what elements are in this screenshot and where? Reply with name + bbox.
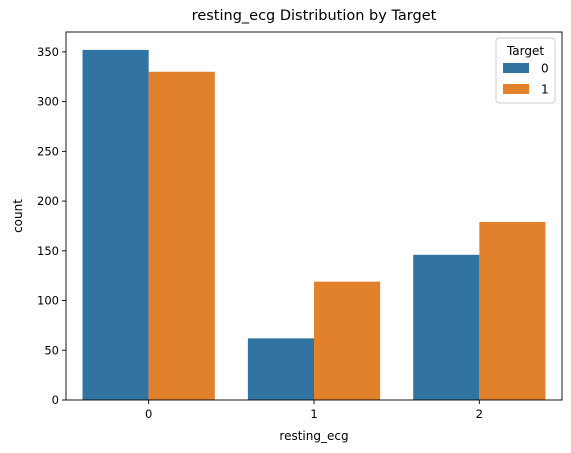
y-tick-label: 150: [37, 244, 59, 258]
bar-target-1-ecg-1: [314, 281, 381, 400]
x-tick-label: 0: [145, 407, 152, 421]
bar-target-0-ecg-1: [247, 338, 314, 400]
legend-swatch-1: [503, 84, 529, 94]
bar-target-1-ecg-0: [148, 71, 215, 400]
bar-target-0-ecg-2: [413, 254, 480, 400]
y-tick-label: 300: [37, 95, 59, 109]
y-axis-label: count: [11, 199, 25, 233]
y-tick-label: 200: [37, 194, 59, 208]
y-axis: 0 50 100 150 200 250 300 350: [37, 45, 66, 407]
y-tick-label: 350: [37, 45, 59, 59]
legend-label-1: 1: [541, 83, 549, 97]
y-tick-label: 250: [37, 144, 59, 158]
y-tick-label: 50: [44, 343, 59, 357]
x-axis-label: resting_ecg: [279, 429, 348, 443]
legend-swatch-0: [503, 63, 529, 73]
x-tick-label: 1: [310, 407, 317, 421]
y-tick-label: 100: [37, 294, 59, 308]
legend-label-0: 0: [541, 62, 549, 76]
x-tick-label: 2: [476, 407, 483, 421]
bar-target-0-ecg-0: [82, 49, 149, 401]
bar-target-1-ecg-2: [479, 221, 546, 400]
legend-title: Target: [506, 44, 544, 58]
bars-group: [82, 49, 546, 401]
chart-title: resting_ecg Distribution by Target: [192, 8, 437, 24]
y-tick-label: 0: [52, 393, 59, 407]
legend: Target 0 1: [495, 37, 556, 104]
x-axis: 0 1 2: [145, 400, 483, 421]
